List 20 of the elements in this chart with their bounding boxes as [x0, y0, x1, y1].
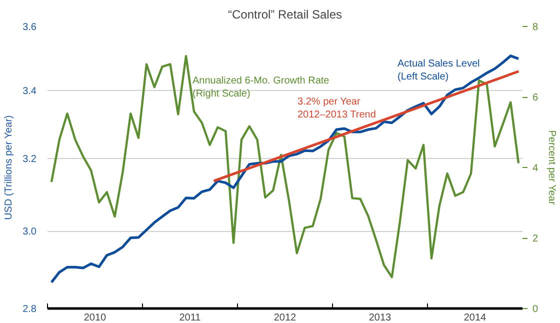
x-tick-label: 2013 — [368, 312, 392, 323]
y2-tick-label: 0 — [532, 304, 538, 315]
y2-tick-label: 2 — [532, 234, 538, 244]
x-tick-label: 2014 — [464, 312, 487, 323]
y2-tick-label: 6 — [532, 92, 538, 104]
x-tick-label: 2012 — [274, 312, 297, 323]
x-tick-label: 2010 — [84, 312, 107, 323]
y2-axis-title: Percent per Year — [546, 130, 558, 206]
chart-title: “Control” Retail Sales — [228, 8, 342, 22]
y-tick-label: 2.8 — [22, 304, 37, 315]
series-label: Actual Sales Level (Left Scale) — [398, 58, 480, 83]
y-tick-label: 3.2 — [22, 154, 37, 166]
series-label: 3.2% per Year 2012–2013 Trend — [298, 96, 376, 121]
y-tick-label: 3.6 — [22, 22, 37, 33]
x-tick-label: 2011 — [179, 312, 202, 323]
y-tick-label: 3.4 — [22, 86, 37, 98]
y-axis-title: USD (Trillions per Year) — [4, 115, 15, 220]
y2-tick-label: 4 — [532, 163, 538, 174]
y-tick-label: 3.0 — [22, 226, 37, 238]
y2-tick-label: 8 — [532, 22, 538, 33]
